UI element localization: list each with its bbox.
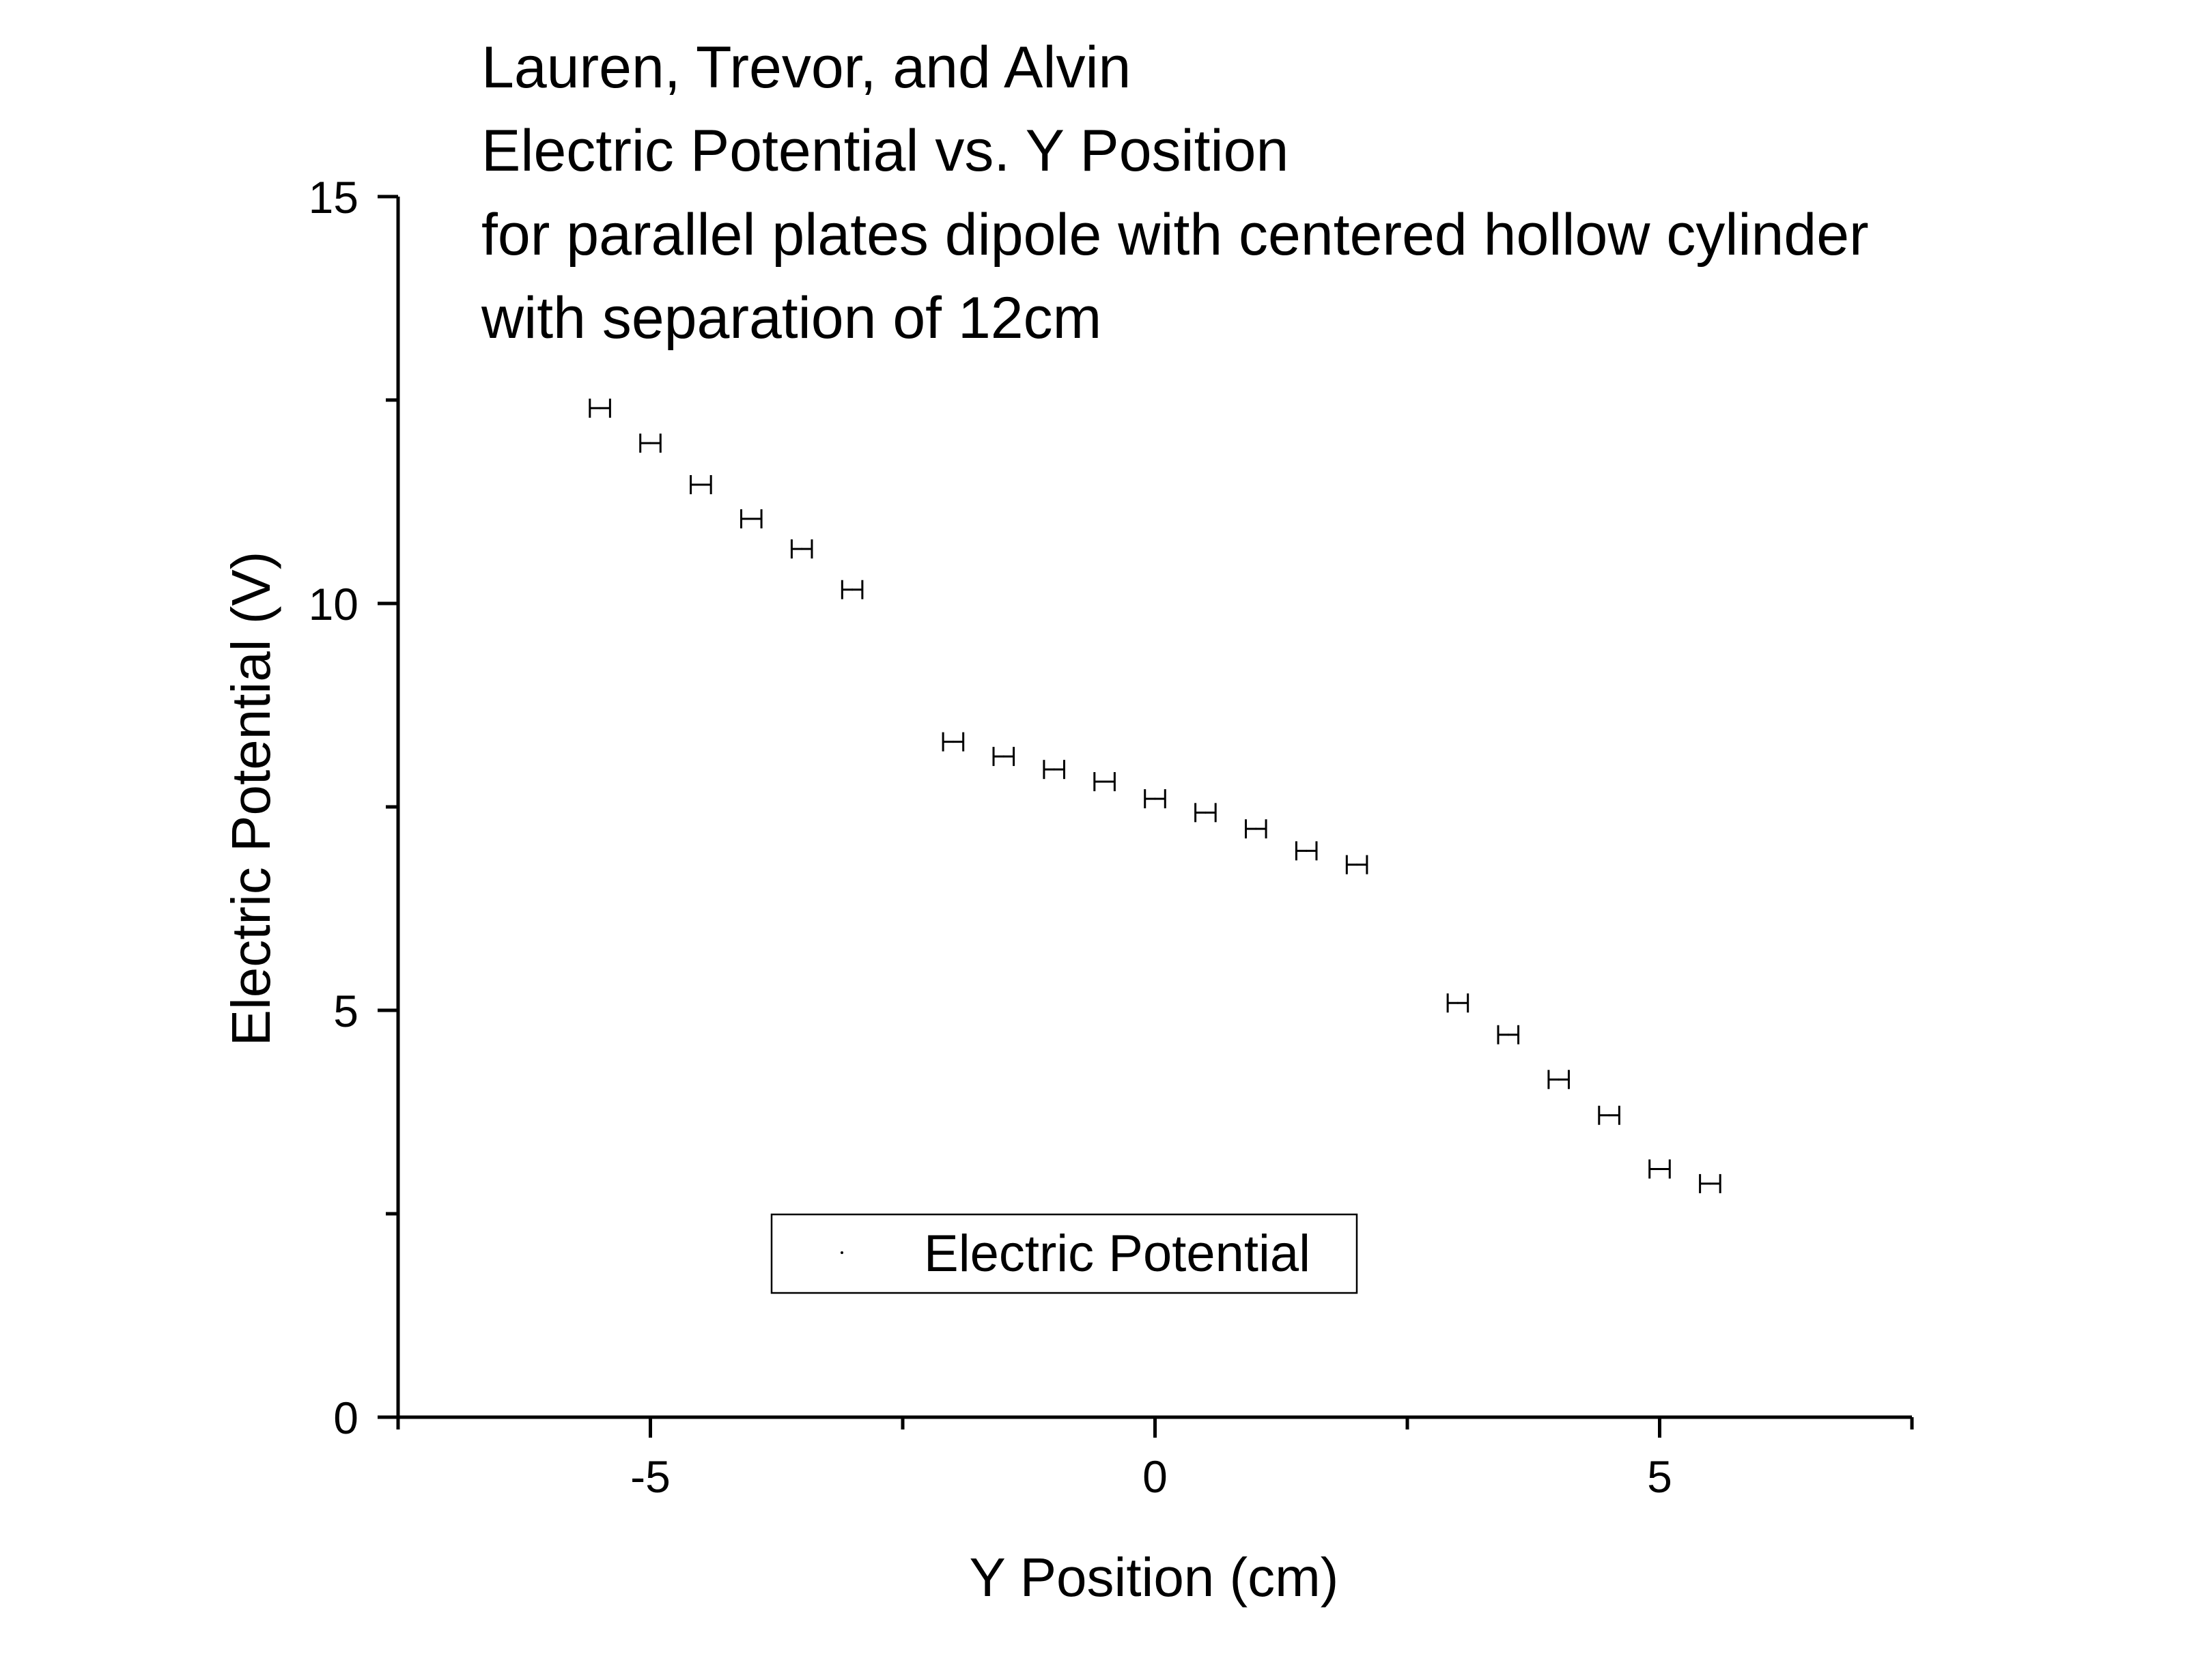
data-point (1093, 772, 1116, 792)
title-line-3: for parallel plates dipole with centered… (481, 202, 1869, 268)
data-marker (1002, 755, 1005, 758)
data-point (790, 539, 813, 559)
data-marker (851, 588, 854, 591)
data-point (942, 732, 965, 752)
data-marker (599, 407, 602, 410)
x-tick-label: -5 (630, 1451, 671, 1502)
data-point (1295, 841, 1318, 861)
chart-title: Lauren, Trevor, and Alvin Electric Poten… (481, 35, 1869, 351)
data-marker (1507, 1034, 1510, 1036)
y-axis-title: Electric Potential (V) (221, 552, 281, 1047)
data-marker (800, 547, 803, 550)
data-point (992, 747, 1015, 767)
data-point (1446, 993, 1469, 1013)
y-tick-label: 0 (333, 1393, 358, 1443)
title-line-1: Lauren, Trevor, and Alvin (481, 35, 1131, 100)
data-marker (1154, 797, 1156, 800)
y-tick-label: 15 (309, 172, 358, 223)
title-line-4: with separation of 12cm (481, 285, 1101, 351)
data-point (690, 474, 712, 494)
data-point (1648, 1159, 1671, 1179)
x-tick-label: 5 (1647, 1451, 1672, 1502)
data-marker (1456, 1001, 1459, 1004)
legend-label: Electric Potential (924, 1225, 1310, 1283)
data-marker (699, 483, 702, 486)
title-line-2: Electric Potential vs. Y Position (481, 118, 1289, 184)
data-marker (1254, 827, 1257, 830)
data-point (1699, 1173, 1721, 1193)
data-marker (1103, 780, 1106, 783)
data-point (841, 580, 864, 599)
data-marker (952, 741, 955, 743)
data-point (1144, 789, 1166, 809)
data-point (639, 433, 662, 453)
data-marker (750, 517, 752, 520)
data-marker (1305, 849, 1308, 852)
x-axis-title: Y Position (cm) (970, 1547, 1339, 1608)
legend-box (770, 1213, 1358, 1294)
data-marker (1608, 1114, 1611, 1117)
data-point (1345, 855, 1368, 874)
x-axis-ticks: -5 0 5 (396, 1417, 1914, 1502)
data-point (1547, 1070, 1570, 1090)
data-marker (1558, 1078, 1560, 1081)
data-point (1043, 760, 1065, 780)
data-points (589, 398, 1721, 1193)
data-point (1245, 819, 1267, 839)
legend: Electric Potential (770, 1213, 1358, 1294)
data-marker (1708, 1182, 1711, 1185)
data-marker (1355, 864, 1358, 866)
data-marker (1053, 768, 1056, 771)
data-marker (649, 442, 651, 444)
y-tick-label: 5 (333, 986, 358, 1036)
data-marker (1204, 811, 1207, 814)
data-point (740, 509, 763, 529)
y-tick-label: 10 (309, 579, 358, 629)
data-point (1497, 1025, 1520, 1044)
x-tick-label: 0 (1142, 1451, 1168, 1502)
y-axis-ticks: 0 5 10 15 (309, 172, 398, 1443)
data-point (589, 398, 611, 418)
data-point (1194, 803, 1217, 823)
data-point (1598, 1105, 1620, 1125)
data-marker (1659, 1167, 1661, 1170)
legend-marker (841, 1251, 843, 1254)
